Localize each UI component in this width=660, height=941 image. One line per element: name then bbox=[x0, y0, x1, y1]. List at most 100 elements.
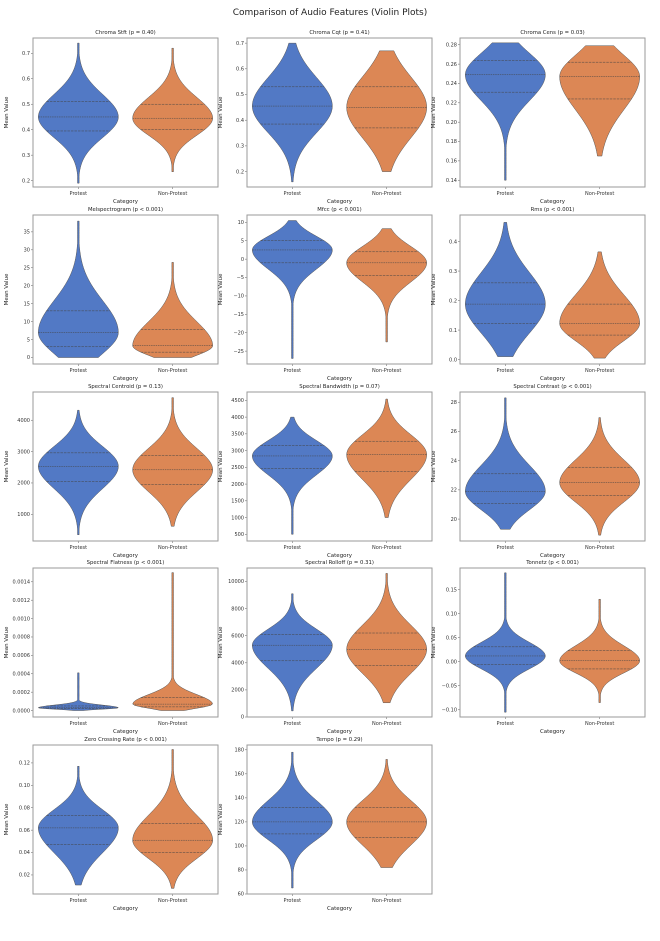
x-tick-label: Protest bbox=[284, 191, 302, 197]
x-tick-label: Non-Protest bbox=[158, 368, 187, 374]
axes-frame bbox=[32, 214, 219, 365]
y-tick-label: −10 bbox=[233, 294, 244, 300]
subplot-title: Tonnetz (p < 0.001) bbox=[525, 560, 579, 566]
subplot-title: Chroma Cqt (p = 0.41) bbox=[309, 30, 369, 36]
y-tick-label: 0.08 bbox=[19, 805, 30, 811]
violin-non-protest bbox=[132, 262, 213, 358]
x-tick-label: Non-Protest bbox=[158, 898, 187, 904]
y-tick-label: 1000 bbox=[231, 515, 244, 521]
x-axis-label: Category bbox=[540, 553, 566, 559]
y-tick-label: 0.16 bbox=[446, 159, 457, 165]
axes-frame bbox=[32, 567, 219, 718]
subplot: Tempo (p = 0.29) 60 80 100 120 140 160 180 Mean … bbox=[218, 737, 433, 912]
subplot-title: Spectral Bandwidth (p = 0.07) bbox=[299, 384, 380, 390]
y-tick-label: 0.10 bbox=[19, 783, 30, 789]
x-axis-label: Category bbox=[113, 199, 139, 205]
y-tick-label: 0.6 bbox=[236, 67, 244, 73]
violin-non-protest bbox=[346, 228, 427, 343]
y-tick-label: 0.0002 bbox=[13, 690, 31, 696]
subplot-title: Rms (p < 0.001) bbox=[531, 207, 575, 213]
violin-protest bbox=[37, 672, 119, 711]
y-tick-label: 2500 bbox=[231, 465, 244, 471]
x-tick-label: Non-Protest bbox=[372, 545, 401, 551]
y-tick-label: 2000 bbox=[17, 481, 30, 487]
violin-protest bbox=[465, 42, 546, 181]
subplot-title: Spectral Centroid (p = 0.13) bbox=[88, 384, 163, 390]
x-tick-label: Protest bbox=[497, 721, 515, 727]
y-tick-label: 0 bbox=[241, 715, 244, 721]
y-tick-label: 0.7 bbox=[22, 51, 30, 57]
y-tick-label: 60 bbox=[238, 892, 244, 898]
y-tick-label: 0.0006 bbox=[13, 653, 31, 659]
y-tick-label: 100 bbox=[234, 844, 244, 850]
subplot: Tonnetz (p < 0.001) −0.10 −0.05 0.00 0.05 0.1… bbox=[431, 560, 646, 735]
y-axis-label: Mean Value bbox=[4, 450, 10, 482]
axes-frame bbox=[459, 214, 646, 365]
subplot: Chroma Cens (p = 0.03) 0.14 0.16 0.18 0.20 0.… bbox=[431, 30, 646, 205]
y-tick-label: −0.05 bbox=[442, 683, 457, 689]
y-tick-label: 0.00 bbox=[446, 659, 457, 665]
violin-protest bbox=[252, 593, 333, 712]
x-axis-label: Category bbox=[113, 729, 139, 735]
y-tick-label: 120 bbox=[234, 820, 244, 826]
x-tick-label: Protest bbox=[284, 545, 302, 551]
violin-protest bbox=[252, 416, 333, 535]
y-axis-label: Mean Value bbox=[218, 450, 224, 482]
y-tick-label: 28 bbox=[451, 400, 457, 406]
subplot-title: Zero Crossing Rate (p < 0.001) bbox=[84, 737, 167, 743]
axes-frame bbox=[246, 37, 433, 188]
x-tick-label: Non-Protest bbox=[585, 721, 614, 727]
subplot-title: Spectral Rolloff (p = 0.31) bbox=[305, 560, 374, 566]
y-tick-label: 0.14 bbox=[446, 178, 457, 184]
y-axis-label: Mean Value bbox=[4, 803, 10, 835]
x-axis-label: Category bbox=[113, 553, 139, 559]
y-tick-label: 0.4 bbox=[22, 127, 30, 133]
y-tick-label: 10000 bbox=[228, 579, 244, 585]
y-axis-label: Mean Value bbox=[218, 96, 224, 128]
x-tick-label: Non-Protest bbox=[158, 545, 187, 551]
violin-non-protest bbox=[559, 417, 640, 536]
y-tick-label: 160 bbox=[234, 772, 244, 778]
violin-protest bbox=[465, 397, 546, 530]
x-tick-label: Non-Protest bbox=[372, 191, 401, 197]
y-tick-label: 3000 bbox=[17, 449, 30, 455]
subplot: Chroma Stft (p = 0.40) 0.2 0.3 0.4 0.5 0.6 0.7… bbox=[4, 30, 219, 205]
axes-frame bbox=[32, 391, 219, 542]
x-axis-label: Category bbox=[327, 729, 353, 735]
y-tick-label: 0.0008 bbox=[13, 635, 31, 641]
y-tick-label: 10 bbox=[238, 220, 244, 226]
y-tick-label: −5 bbox=[237, 275, 244, 281]
axes-frame bbox=[32, 744, 219, 895]
y-tick-label: 0.10 bbox=[446, 611, 457, 617]
y-tick-label: −20 bbox=[233, 330, 244, 336]
x-axis-label: Category bbox=[113, 906, 139, 912]
y-tick-label: 180 bbox=[234, 748, 244, 754]
subplot: Spectral Rolloff (p = 0.31) 0 2000 4000 6000… bbox=[218, 560, 433, 735]
figure-title: Comparison of Audio Features (Violin Plo… bbox=[233, 8, 428, 18]
y-tick-label: 0 bbox=[241, 257, 244, 263]
y-tick-label: 5 bbox=[27, 337, 30, 343]
x-tick-label: Non-Protest bbox=[585, 368, 614, 374]
subplot-title: Melspectrogram (p < 0.001) bbox=[88, 207, 163, 213]
violin-protest bbox=[252, 220, 333, 359]
x-tick-label: Protest bbox=[284, 368, 302, 374]
y-tick-label: −15 bbox=[233, 312, 244, 318]
x-tick-label: Non-Protest bbox=[585, 545, 614, 551]
y-tick-label: 4000 bbox=[231, 661, 244, 667]
y-tick-label: 0.0000 bbox=[13, 708, 31, 714]
y-tick-label: 0.0014 bbox=[13, 579, 31, 585]
y-tick-label: 500 bbox=[234, 532, 244, 538]
y-axis-label: Mean Value bbox=[431, 450, 437, 482]
y-tick-label: 0.0012 bbox=[13, 598, 31, 604]
y-tick-label: 25 bbox=[24, 265, 30, 271]
violin-protest bbox=[252, 751, 333, 889]
y-tick-label: 20 bbox=[451, 517, 457, 523]
y-tick-label: 0.4 bbox=[236, 118, 244, 124]
y-tick-label: 0.0004 bbox=[13, 671, 31, 677]
x-tick-label: Non-Protest bbox=[372, 898, 401, 904]
axes-frame bbox=[459, 567, 646, 718]
y-tick-label: 15 bbox=[24, 301, 30, 307]
x-tick-label: Protest bbox=[497, 191, 515, 197]
axes-frame bbox=[246, 744, 433, 895]
